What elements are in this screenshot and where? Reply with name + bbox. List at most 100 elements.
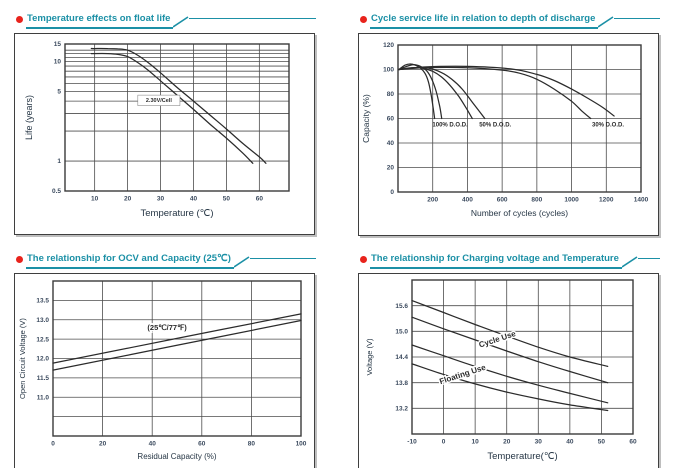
header-rule-line: [637, 258, 660, 259]
annotation-label: Cycle Use: [478, 329, 518, 350]
header-rule-line: [249, 258, 316, 259]
panel-title: The relationship for Charging voltage an…: [370, 253, 622, 269]
x-tick-label: 20: [99, 441, 107, 448]
x-tick-label: 0: [442, 439, 446, 446]
series-float-life-lower: [90, 52, 254, 164]
annotation-label: 2.30V/Cell: [146, 98, 172, 104]
x-tick-label: 60: [256, 196, 264, 203]
x-tick-label: 20: [124, 196, 132, 203]
series-dod-30-b: [398, 65, 615, 117]
chart-box: -10 0 10 20 30 40 50 60 15.6 15.0 14.4 13.8 13.2 Temp…: [358, 273, 659, 468]
bullet-icon: [360, 16, 367, 23]
series-ocv-lower: [52, 319, 302, 371]
plot-frame: [52, 280, 302, 437]
tick-labels: 200 400 600 800 1000 1200 1400 0 20 40 60 80 100 120: [383, 42, 648, 203]
chart-box: 0 20 40 60 80 100 13.5 13.0 12.5 12.0 11.5 11.0 Resi…: [14, 273, 315, 468]
annotation-label: 50% D.O.D.: [479, 123, 511, 129]
panel-cycle-life: Cycle service life in relation to depth …: [358, 5, 687, 236]
x-tick-label: 0: [51, 441, 55, 448]
panel-title: Temperature effects on float life: [26, 13, 174, 29]
charge-voltage-chart: -10 0 10 20 30 40 50 60 15.6 15.0 14.4 13.8 13.2 Temp…: [365, 279, 637, 462]
annotation-label: (25℃/77℉): [147, 323, 187, 332]
x-tick-label: 10: [91, 196, 99, 203]
chart-box: 200 400 600 800 1000 1200 1400 0 20 40 60 80 100 120 N…: [358, 33, 659, 236]
annotations: 2.30V/Cell: [137, 94, 181, 106]
x-tick-label: 60: [198, 441, 206, 448]
x-tick-label: 600: [497, 197, 508, 204]
charts-grid: Temperature effects on float life 10 20 30…: [14, 5, 687, 468]
series-ocv-upper: [52, 313, 302, 364]
series-floating-use-upper: [411, 344, 609, 404]
header-slash-line: [598, 16, 614, 28]
y-tick-label: 11.0: [37, 394, 50, 401]
panel-header: Cycle service life in relation to depth …: [358, 5, 660, 29]
tick-labels: 10 20 30 40 50 60 15 10 5 1 0.5: [52, 41, 263, 202]
chart-box: 10 20 30 40 50 60 15 10 5 1 0.5 Temperature (℃) Life…: [14, 33, 315, 235]
cycle-life-chart: 200 400 600 800 1000 1200 1400 0 20 40 60 80 100 120 N…: [361, 42, 649, 218]
x-tick-label: 40: [190, 196, 198, 203]
y-tick-label: 13.8: [395, 380, 408, 387]
y-tick-label: 11.5: [37, 375, 50, 382]
series-dod-50-a: [398, 67, 473, 120]
x-tick-label: 50: [598, 439, 606, 446]
y-tick-label: 100: [383, 67, 394, 74]
x-tick-label: 30: [157, 196, 165, 203]
x-tick-label: 1200: [599, 197, 614, 204]
plot-frame: [64, 43, 290, 192]
series-dod-100-a: [398, 63, 436, 120]
panel-header: The relationship for Charging voltage an…: [358, 245, 660, 269]
y-tick-label: 60: [387, 116, 395, 123]
x-tick-label: 1400: [634, 197, 649, 204]
gridlines: [53, 281, 301, 436]
plot-frame: [397, 44, 642, 193]
header-slash-line: [621, 256, 638, 268]
y-tick-label: 12.5: [36, 336, 49, 343]
float-life-chart: 10 20 30 40 50 60 15 10 5 1 0.5 Temperature (℃) Life…: [24, 41, 290, 219]
y-axis-label: Life (years): [24, 95, 34, 140]
header-slash-line: [233, 256, 250, 268]
x-tick-label: 100: [296, 441, 307, 448]
x-tick-label: 40: [149, 441, 157, 448]
y-tick-label: 20: [387, 165, 395, 172]
annotation-label: 100% D.O.D.: [432, 123, 468, 129]
annotation-label: 30% D.O.D.: [592, 123, 624, 129]
x-tick-label: 20: [503, 439, 511, 446]
x-tick-label: 1000: [564, 197, 579, 204]
x-tick-label: -10: [407, 439, 417, 446]
y-tick-label: 15: [54, 41, 62, 48]
x-tick-label: 400: [462, 197, 473, 204]
y-tick-label: 14.4: [395, 354, 408, 361]
tick-labels: 0 20 40 60 80 100 13.5 13.0 12.5 12.0 11.5 11.0: [36, 298, 306, 448]
y-tick-label: 80: [387, 91, 395, 98]
gridlines: [65, 44, 289, 191]
header-rule-line: [614, 18, 660, 19]
series: [411, 299, 609, 412]
x-tick-label: 800: [531, 197, 542, 204]
x-tick-label: 60: [629, 439, 637, 446]
x-tick-label: 80: [248, 441, 256, 448]
x-axis-label: Temperature(℃): [487, 451, 557, 462]
panel-title: Cycle service life in relation to depth …: [370, 13, 599, 29]
header-slash-line: [173, 16, 189, 28]
x-axis-label: Residual Capacity (%): [137, 452, 216, 461]
y-tick-label: 13.2: [395, 406, 408, 413]
annotations: 100% D.O.D. 50% D.O.D. 30% D.O.D.: [432, 123, 624, 129]
x-tick-label: 50: [223, 196, 231, 203]
series-dod-50-b: [398, 66, 486, 120]
plot-frame: [411, 279, 634, 435]
y-tick-label: 120: [383, 42, 394, 49]
y-axis-label: Open Circuit Voltage (V): [18, 318, 27, 399]
y-tick-label: 15.0: [395, 329, 408, 336]
y-tick-label: 12.0: [36, 356, 49, 363]
panel-title: The relationship for OCV and Capacity (2…: [26, 253, 234, 269]
series: [52, 313, 302, 371]
ocv-capacity-chart: 0 20 40 60 80 100 13.5 13.0 12.5 12.0 11.5 11.0 Resi…: [18, 280, 307, 461]
bullet-icon: [16, 16, 23, 23]
y-tick-label: 13.5: [36, 298, 49, 305]
series-cycle-use-lower: [411, 316, 609, 384]
series-dod-100-b: [398, 63, 443, 120]
panel-float-life: Temperature effects on float life 10 20 30…: [14, 5, 344, 236]
x-tick-label: 40: [566, 439, 574, 446]
y-tick-label: 0: [390, 189, 394, 196]
header-rule-line: [189, 18, 316, 19]
